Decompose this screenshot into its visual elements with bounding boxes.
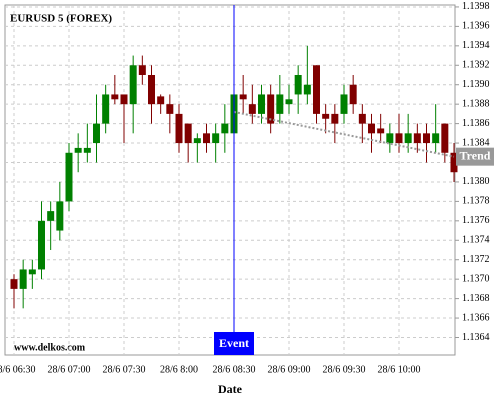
- candle-body: [38, 220, 45, 270]
- candle-body: [404, 133, 412, 144]
- candle-body: [148, 75, 155, 105]
- candle-body: [111, 94, 119, 100]
- plot-area: [4, 4, 456, 356]
- y-tick-label: 1.1366: [462, 312, 490, 323]
- candle-body: [413, 133, 421, 144]
- candle-body: [395, 133, 403, 144]
- candle-body: [120, 94, 128, 105]
- x-tick-label: 28/6 09:30: [322, 364, 365, 375]
- candle-body: [129, 65, 137, 105]
- candle-body: [313, 65, 320, 114]
- candle-body: [74, 147, 82, 153]
- candle-body: [203, 133, 210, 144]
- y-tick-label: 1.1376: [462, 215, 490, 226]
- candle-body: [166, 104, 174, 114]
- event-label-box: [214, 332, 254, 355]
- candle-body: [138, 65, 146, 75]
- candle-body: [450, 152, 458, 173]
- candle-body: [212, 133, 220, 144]
- x-tick-label: 28/6 10:00: [377, 364, 420, 375]
- candle-body: [258, 94, 265, 114]
- candle-body: [193, 138, 201, 144]
- y-tick-label: 1.1398: [462, 1, 490, 12]
- candle-body: [303, 84, 311, 95]
- candle-body: [184, 123, 192, 144]
- y-tick-label: 1.1378: [462, 196, 490, 207]
- candle-body: [239, 94, 247, 100]
- y-tick-label: 1.1368: [462, 293, 490, 304]
- y-tick-label: 1.1364: [462, 332, 490, 343]
- candle-body: [248, 104, 256, 114]
- y-tick-label: 1.1392: [462, 60, 490, 71]
- x-tick-label: 28/6 07:30: [102, 364, 145, 375]
- candle-body: [83, 147, 91, 153]
- y-tick-label: 1.1390: [462, 79, 490, 90]
- y-tick-label: 1.1380: [462, 176, 490, 187]
- y-tick-label: 1.1370: [462, 273, 490, 284]
- candle-body: [47, 211, 55, 221]
- candle-body: [386, 133, 394, 144]
- candle-body: [331, 113, 339, 124]
- y-tick-label: 1.1396: [462, 21, 490, 32]
- candle-body: [368, 123, 375, 134]
- candle-body: [349, 84, 357, 105]
- trend-line: [233, 110, 455, 158]
- candle-body: [322, 113, 330, 119]
- candle-body: [19, 269, 27, 289]
- event-label: Event: [219, 336, 249, 350]
- candle-body: [358, 113, 366, 124]
- candle-body: [267, 94, 275, 124]
- y-tick-label: 1.1374: [462, 235, 490, 246]
- chart-title: EURUSD 5 (FOREX): [10, 13, 112, 25]
- candle-body: [340, 94, 348, 114]
- candle-body: [65, 152, 73, 202]
- x-tick-label: 28/6 07:00: [47, 364, 90, 375]
- candle-body: [276, 94, 284, 114]
- trend-label-box: [456, 147, 494, 166]
- x-axis-title: Date: [218, 382, 243, 396]
- candle-body: [157, 96, 165, 105]
- candle-body: [221, 123, 229, 134]
- candle-body: [432, 133, 440, 144]
- y-tick-label: 1.1386: [462, 118, 490, 129]
- x-tick-label: 28/6 06:30: [0, 364, 36, 375]
- candle-body: [377, 128, 385, 134]
- candle-body: [28, 269, 36, 275]
- candle-body: [294, 75, 302, 95]
- y-tick-label: 1.1394: [462, 40, 490, 51]
- candle-body: [423, 133, 430, 144]
- x-tick-label: 28/6 09:00: [267, 364, 310, 375]
- y-tick-label: 1.1384: [462, 137, 490, 148]
- candle-body: [10, 279, 18, 289]
- trend-label: Trend: [460, 148, 491, 162]
- y-tick-label: 1.1388: [462, 98, 490, 109]
- watermark: www.delkos.com: [14, 342, 86, 353]
- y-tick-label: 1.1372: [462, 254, 490, 265]
- candle-body: [56, 201, 64, 231]
- candle-body: [102, 94, 110, 124]
- x-tick-label: 28/6 8:00: [160, 364, 198, 375]
- candle-body: [441, 123, 449, 153]
- x-tick-label: 28/6 08:30: [212, 364, 255, 375]
- candle-body: [285, 99, 293, 105]
- candle-body: [93, 123, 100, 144]
- candle-body: [175, 113, 183, 144]
